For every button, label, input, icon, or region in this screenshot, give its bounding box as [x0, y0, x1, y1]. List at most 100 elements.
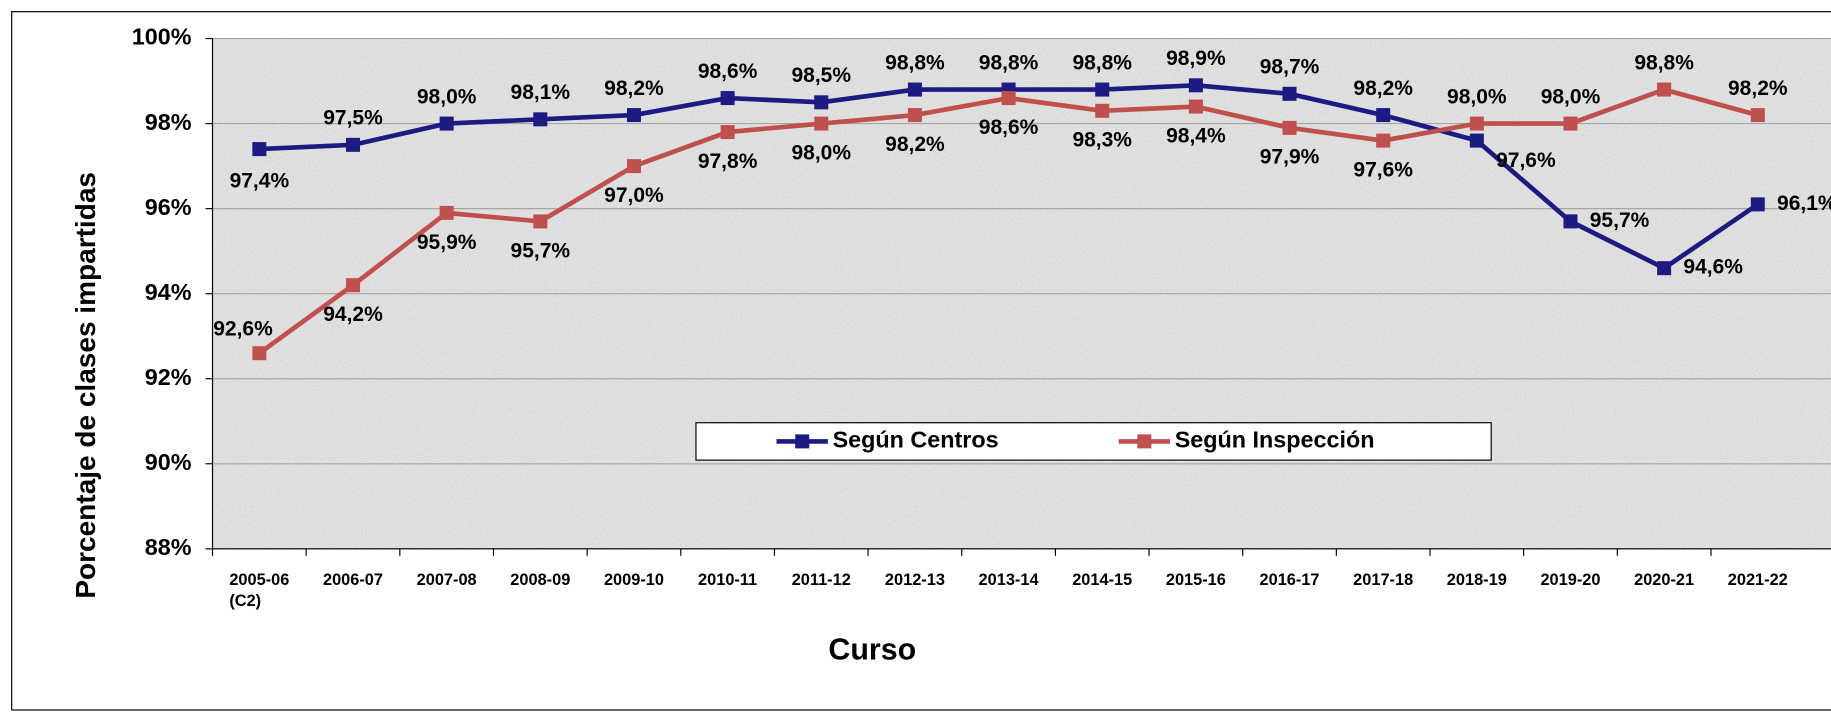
data-label: 98,0% — [1447, 85, 1507, 108]
marker — [1563, 116, 1578, 131]
marker — [345, 278, 361, 293]
x-tick-label: 2008-09 — [510, 569, 571, 589]
marker — [720, 91, 735, 106]
data-label: 98,2% — [604, 77, 664, 100]
data-label: 98,8% — [1634, 51, 1694, 74]
y-tick-label: 94% — [145, 279, 192, 305]
y-tick-label: 88% — [145, 534, 192, 560]
marker — [252, 346, 267, 361]
data-label: 98,9% — [1166, 47, 1226, 70]
legend-marker — [1137, 434, 1152, 449]
y-axis-title: Porcentaje de clases impartidas — [70, 172, 101, 599]
marker — [814, 116, 829, 131]
data-label: 98,2% — [1728, 77, 1788, 100]
data-label: 97,6% — [1353, 159, 1413, 182]
x-tick-label: 2019-20 — [1540, 569, 1601, 589]
data-label: 98,0% — [791, 141, 851, 164]
y-tick-label: 92% — [145, 364, 192, 390]
y-tick-label: 90% — [145, 449, 192, 475]
x-axis-title: Curso — [828, 634, 916, 667]
data-label: 98,8% — [885, 51, 945, 74]
data-label: 98,7% — [1260, 56, 1320, 79]
data-label: 98,4% — [1166, 124, 1226, 147]
data-label: 92,6% — [213, 317, 273, 340]
marker — [1750, 108, 1765, 123]
x-tick-label: 2011-12 — [791, 569, 851, 589]
x-tick-label: 2018-19 — [1446, 569, 1507, 589]
legend-box — [695, 422, 1492, 461]
data-label: 97,6% — [1496, 149, 1556, 172]
marker — [1563, 214, 1578, 229]
legend-label: Según Centros — [833, 427, 999, 453]
y-tick-label: 98% — [145, 109, 192, 135]
x-tick-label: 2009-10 — [603, 569, 664, 589]
data-label: 98,2% — [1353, 77, 1413, 100]
x-tick-label: 2006-07 — [322, 569, 384, 589]
y-tick-label: 100% — [132, 24, 192, 50]
x-tick-label: 2017-18 — [1353, 569, 1414, 589]
data-label: 97,8% — [698, 150, 758, 173]
data-label: 95,7% — [511, 239, 571, 262]
data-label: 98,0% — [417, 85, 477, 108]
marker — [720, 125, 735, 140]
x-tick-label: 2016-17 — [1259, 569, 1320, 589]
marker — [1657, 261, 1672, 276]
data-label: 98,6% — [698, 60, 758, 83]
marker — [907, 108, 922, 123]
data-label: 97,9% — [1260, 146, 1320, 169]
marker — [533, 112, 548, 127]
marker — [626, 159, 641, 174]
marker — [1750, 197, 1765, 212]
marker — [439, 116, 454, 131]
legend-label: Según Inspección — [1175, 427, 1375, 453]
x-tick-label: 2021-22 — [1727, 569, 1788, 589]
marker — [814, 95, 829, 110]
data-label: 97,4% — [230, 169, 290, 192]
marker — [439, 205, 454, 220]
data-label: 98,6% — [979, 116, 1039, 139]
marker — [907, 82, 922, 97]
legend: Según Centros Según Inspección — [776, 427, 1375, 453]
marker — [1657, 82, 1672, 97]
x-tick-label: 2013-14 — [978, 569, 1039, 589]
data-label: 94,2% — [323, 303, 383, 326]
marker — [533, 214, 548, 229]
data-label: 95,9% — [417, 231, 477, 254]
data-label: 98,5% — [791, 64, 851, 87]
marker — [1001, 91, 1016, 106]
marker — [1282, 86, 1297, 101]
marker — [252, 142, 267, 157]
marker — [1188, 78, 1203, 93]
data-label: 97,5% — [323, 107, 383, 130]
x-tick-label: 2007-08 — [416, 569, 477, 589]
lines: 97,4% 97,5% 98,0% 98,1% 98,2% 98,6% 98,5% 98,8%… — [213, 47, 1831, 361]
data-label: 98,1% — [511, 81, 571, 104]
data-label: 95,7% — [1590, 209, 1650, 232]
legend-marker — [795, 434, 810, 449]
data-label: 98,8% — [1072, 51, 1132, 74]
marker — [1376, 133, 1391, 148]
data-label: 98,2% — [885, 133, 945, 156]
data-label: 96,1% — [1777, 192, 1831, 215]
marker — [1095, 82, 1110, 97]
marker — [626, 108, 641, 123]
y-tick-label: 96% — [145, 194, 192, 220]
x-tick-label: 2020-21 — [1634, 569, 1695, 589]
data-label: 97,0% — [604, 184, 664, 207]
data-label: 98,3% — [1072, 129, 1132, 152]
marker — [1469, 133, 1484, 148]
x-tick-label: 2014-15 — [1072, 569, 1133, 589]
data-label: 98,8% — [979, 51, 1039, 74]
data-label: 94,6% — [1683, 256, 1743, 279]
marker — [345, 137, 361, 152]
marker — [1469, 116, 1484, 131]
marker — [1282, 120, 1297, 135]
x-tick-label: 2012-13 — [884, 569, 945, 589]
marker — [1188, 99, 1203, 114]
marker — [1095, 103, 1110, 118]
x-tick-label: 2005-06 (C2) — [229, 569, 290, 610]
x-tick-label: 2010-11 — [698, 569, 758, 589]
x-tick-label: 2015-16 — [1165, 569, 1226, 589]
